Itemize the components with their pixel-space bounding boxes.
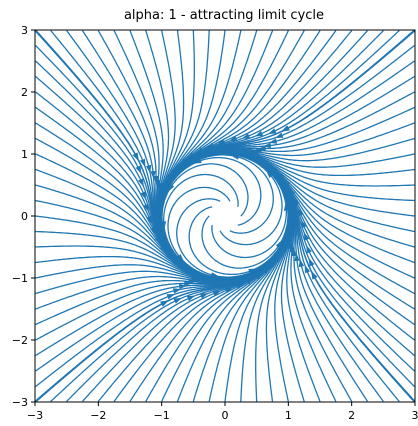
- stream-arrow: [210, 272, 220, 278]
- stream-arrow: [268, 138, 278, 144]
- stream-arrow: [166, 252, 174, 260]
- stream-arrow: [228, 135, 238, 142]
- stream-arrow: [268, 128, 277, 135]
- stream-arrow: [176, 253, 184, 262]
- stream-arrow: [195, 147, 205, 155]
- y-tick-label: −3: [12, 396, 28, 409]
- stream-arrow: [154, 236, 162, 245]
- x-tick-label: −1: [154, 409, 170, 422]
- stream-arrow: [282, 179, 290, 187]
- stream-arrow: [266, 170, 274, 179]
- stream-arrow: [166, 293, 176, 300]
- stream-arrow: [132, 152, 139, 161]
- y-tick-label: 1: [21, 148, 28, 161]
- stream-arrow: [306, 244, 312, 254]
- y-tick-label: 0: [21, 210, 28, 223]
- stream-arrow: [199, 293, 209, 299]
- stream-arrow: [274, 132, 284, 139]
- stream-arrow: [254, 272, 263, 280]
- stream-arrow: [212, 290, 222, 297]
- x-axis: −3 −2 −1 0 1 2 3: [27, 402, 418, 422]
- stream-arrow: [268, 259, 276, 268]
- chart-title: alpha: 1 - attracting limit cycle: [124, 8, 324, 23]
- stream-lines: [34, 29, 416, 403]
- y-tick-label: 2: [21, 86, 28, 99]
- stream-arrow: [304, 264, 311, 274]
- y-tick-label: −2: [12, 334, 28, 347]
- stream-arrow: [248, 268, 257, 275]
- y-tick-label: 3: [21, 24, 28, 37]
- stream-arrow: [298, 258, 305, 268]
- stream-arrow: [186, 295, 196, 302]
- stream-arrow: [172, 288, 182, 294]
- stream-arrow: [193, 157, 202, 164]
- stream-arrow: [145, 164, 152, 174]
- stream-arrow: [224, 287, 234, 294]
- stream-arrow: [262, 265, 270, 274]
- stream-arrow: [254, 130, 264, 137]
- x-tick-label: −2: [90, 409, 106, 422]
- stream-arrow: [160, 245, 168, 253]
- stream-arrow: [150, 170, 156, 180]
- stream-arrow: [308, 258, 315, 267]
- stream-arrow: [294, 252, 300, 262]
- stream-arrow: [139, 158, 146, 168]
- stream-arrow: [241, 133, 251, 139]
- x-tick-label: −3: [27, 409, 43, 422]
- stream-arrow: [288, 187, 296, 196]
- stream-arrow: [138, 178, 144, 188]
- stream-arrow: [140, 191, 147, 200]
- stream-arrow: [135, 165, 142, 174]
- stream-arrow: [311, 270, 318, 280]
- stream-arrow: [253, 147, 262, 154]
- stream-arrow: [283, 202, 290, 211]
- x-tick-label: 1: [285, 409, 292, 422]
- stream-arrow: [160, 300, 169, 307]
- stream-arrow: [269, 166, 278, 174]
- stream-arrow: [143, 203, 149, 213]
- y-tick-label: −1: [12, 272, 28, 285]
- x-tick-label: 0: [222, 409, 229, 422]
- x-tick-label: 3: [412, 409, 418, 422]
- stream-arrow: [281, 125, 290, 132]
- stream-arrow: [230, 154, 240, 160]
- x-tick-label: 2: [348, 409, 355, 422]
- stream-arrow: [178, 283, 188, 290]
- stream-arrow: [301, 219, 307, 229]
- plot-frame: [34, 29, 416, 403]
- stream-arrow: [276, 172, 284, 180]
- stream-arrow: [187, 152, 196, 160]
- stream-arrow: [291, 247, 297, 257]
- stream-arrow: [173, 297, 182, 304]
- stream-arrow: [289, 243, 295, 253]
- stream-arrow: [262, 142, 272, 149]
- stream-arrow: [275, 239, 283, 249]
- stream-arrow: [303, 232, 310, 241]
- stream-arrow: [297, 207, 304, 217]
- stream-arrow: [257, 145, 266, 152]
- y-axis: −3 −2 −1 0 1 2 3: [12, 24, 35, 409]
